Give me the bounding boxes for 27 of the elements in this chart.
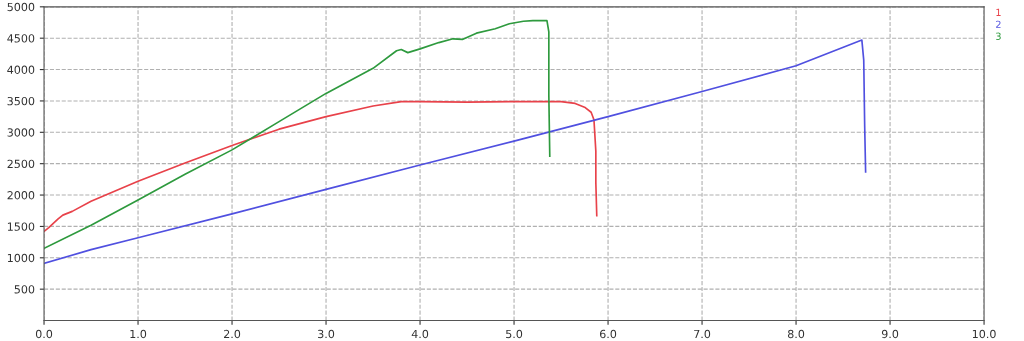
y-tick-label: 1500 [7, 222, 35, 231]
y-tick-label: 2000 [7, 191, 35, 200]
x-tick-label: 1.0 [130, 329, 147, 339]
text: 1 [996, 8, 1001, 16]
text: 3 [996, 32, 1001, 40]
text: 2 [996, 20, 1001, 28]
line-series [44, 39, 867, 265]
y-tick-label: 5000 [7, 2, 35, 12]
x-tick-label: 9.0 [881, 329, 899, 339]
y-tick-label: 3500 [7, 96, 35, 106]
y-tick-label: 500 [14, 285, 35, 294]
x-tick-label: 0.0 [35, 329, 53, 339]
x-tick-label: 5.0 [506, 329, 523, 339]
x-tick-label: 7.0 [694, 329, 711, 339]
y-tick-label: 1000 [7, 253, 35, 263]
x-tick-label: 4.0 [411, 329, 429, 339]
x-tick-label: 2.0 [224, 329, 241, 339]
line-series [44, 100, 598, 233]
y-tick-label: 4000 [7, 65, 35, 74]
x-tick-label: 8.0 [787, 329, 805, 339]
y-tick-label: 3000 [7, 128, 35, 137]
y-tick-label: 2500 [7, 159, 35, 169]
x-tick-label: 6.0 [599, 329, 617, 339]
x-tick-label: 3.0 [318, 329, 335, 339]
x-tick-label: 10.0 [972, 329, 996, 339]
y-tick-label: 4500 [7, 34, 35, 43]
line-series [44, 19, 551, 250]
